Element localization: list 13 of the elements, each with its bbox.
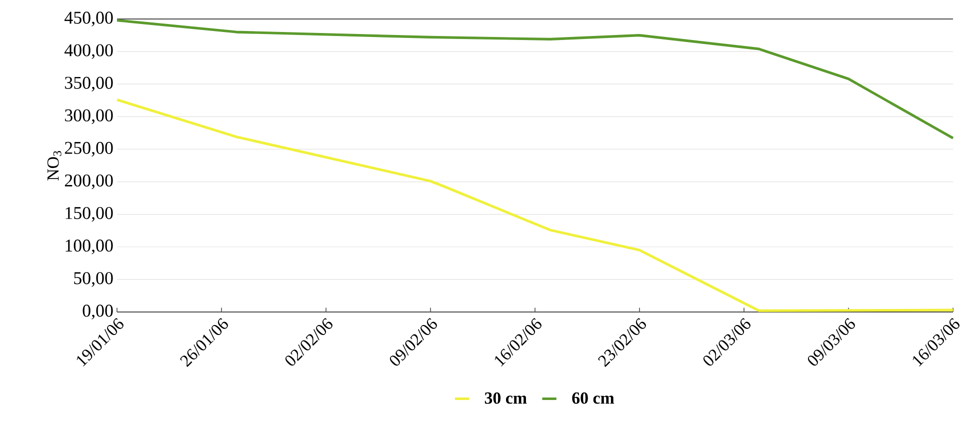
y-tick-label: 150,00: [66, 206, 113, 222]
y-tick-label: 0,00: [82, 304, 113, 320]
y-tick-label: 450,00: [64, 12, 113, 26]
y-tick-label: 400,00: [64, 44, 113, 59]
y-tick-label: 200,00: [64, 174, 113, 190]
y-tick-label: 100,00: [66, 240, 113, 254]
y-tick-label: 350,00: [65, 76, 113, 92]
legend-label: 60 cm: [572, 392, 614, 404]
y-tick-label: 250,00: [64, 142, 113, 157]
y-tick-label: 300,00: [65, 109, 113, 124]
y-axis-title: NO$_{3}$: [47, 151, 62, 180]
y-tick-label: 50,00: [74, 272, 113, 287]
legend-label: 30 cm: [484, 392, 527, 404]
